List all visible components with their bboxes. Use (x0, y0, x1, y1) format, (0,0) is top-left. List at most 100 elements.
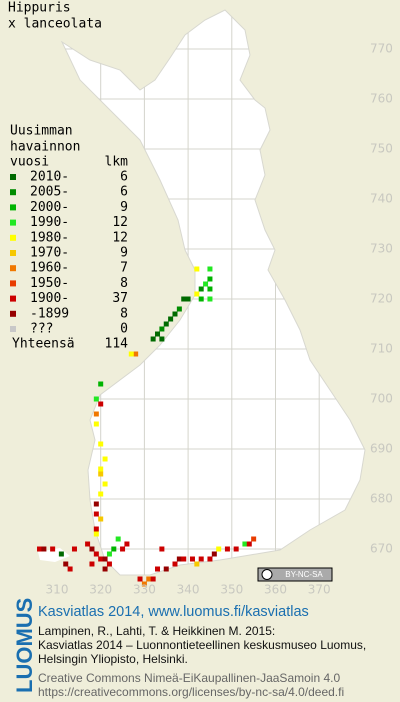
legend-count: 12 (112, 215, 128, 230)
observation-square (98, 466, 104, 472)
observation-square (41, 546, 47, 552)
footer-title: Kasviatlas 2014, www.luomus.fi/kasviatla… (38, 604, 309, 620)
observation-square (98, 441, 104, 447)
observation-square (58, 551, 64, 557)
observation-square (102, 566, 108, 572)
observation-square (120, 546, 126, 552)
observation-square (111, 546, 117, 552)
title-line: Hippuris (8, 1, 71, 16)
observation-square (159, 326, 165, 332)
observation-square (106, 561, 112, 567)
northing-label: 750 (370, 142, 393, 156)
observation-square (50, 546, 56, 552)
legend-heading: Uusimman (10, 124, 73, 139)
squares (37, 266, 257, 587)
observation-square (102, 456, 108, 462)
observation-square (98, 381, 104, 387)
observation-square (93, 551, 99, 557)
observation-square (106, 551, 112, 557)
legend-swatch (10, 280, 16, 287)
observation-square (98, 401, 104, 407)
observation-square (98, 516, 104, 522)
observation-square (198, 296, 204, 302)
observation-square (93, 511, 99, 517)
observation-square (194, 561, 200, 567)
license-badge: BY-NC-SA (257, 567, 333, 582)
observation-square (155, 566, 161, 572)
observation-square (207, 556, 213, 562)
legend-swatch (10, 189, 16, 196)
legend-label: 1950- (30, 276, 69, 291)
legend-count: 12 (112, 230, 128, 245)
observation-square (181, 556, 187, 562)
legend-swatch (10, 174, 16, 180)
observation-square (172, 311, 178, 317)
observation-square (176, 556, 182, 562)
observation-square (216, 546, 222, 552)
legend-swatch (10, 250, 16, 256)
badge-box (257, 567, 333, 582)
observation-square (203, 281, 209, 287)
observation-square (71, 546, 77, 552)
easting-label: 350 (220, 583, 243, 597)
northing-label: 700 (370, 392, 393, 406)
observation-square (207, 266, 213, 272)
observation-square (233, 546, 239, 552)
cc-icon (261, 569, 273, 580)
license-line: https://creativecommons.org/licenses/by-… (38, 685, 344, 699)
northing-label: 770 (370, 42, 393, 56)
easting-label: 330 (133, 583, 156, 597)
legend-label: 2000- (30, 200, 69, 215)
legend-label: 1900- (30, 291, 69, 306)
easting-label: 370 (308, 583, 331, 597)
legend-swatch (10, 326, 16, 332)
legend-count: 6 (120, 170, 128, 185)
easting-label: 360 (264, 583, 287, 597)
observation-square (98, 491, 104, 497)
observation-square (89, 561, 95, 567)
observation-square (211, 551, 217, 557)
legend-total-label: Yhteensä (12, 337, 75, 352)
legend-heading: havainnon (10, 140, 80, 155)
observation-square (93, 501, 99, 507)
northing-label: 670 (370, 542, 393, 556)
northing-label: 740 (370, 192, 393, 206)
license-line: Creative Commons Nimeä-EiKaupallinen-Jaa… (38, 671, 340, 685)
legend-count: 37 (112, 291, 128, 306)
legend-col-year: vuosi (10, 155, 49, 170)
legend-label: 1970- (30, 246, 69, 261)
observation-square (194, 291, 200, 297)
observation-square (242, 541, 248, 547)
observation-square (128, 351, 134, 357)
observation-square (98, 556, 104, 562)
northing-label: 730 (370, 242, 393, 256)
observation-square (159, 546, 165, 552)
observation-square (172, 561, 178, 567)
easting-label: 320 (89, 583, 112, 597)
observation-square (168, 316, 174, 322)
legend-count: 7 (120, 261, 128, 276)
observation-square (93, 526, 99, 532)
observation-square (181, 296, 187, 302)
observation-square (98, 471, 104, 477)
legend-col-count: lkm (105, 155, 129, 170)
legend-swatch (10, 310, 16, 317)
citation-line: Kasviatlas 2014 – Luonnontieteellinen ke… (38, 638, 366, 652)
observation-square (93, 421, 99, 427)
observation-square (198, 286, 204, 292)
observation-square (207, 276, 213, 282)
observation-square (155, 331, 161, 337)
legend: Uusimman havainnon vuosi lkm Yhteensä 11… (10, 124, 128, 352)
legend-count: 8 (120, 306, 128, 321)
observation-square (93, 531, 99, 537)
northing-label: 690 (370, 442, 393, 456)
legend-swatch (10, 219, 16, 226)
observation-square (102, 481, 108, 487)
observation-square (150, 336, 156, 342)
easting-label: 340 (177, 583, 200, 597)
legend-count: 8 (120, 276, 128, 291)
legend-count: 0 (120, 322, 128, 337)
observation-square (102, 556, 108, 562)
observation-square (133, 351, 139, 357)
